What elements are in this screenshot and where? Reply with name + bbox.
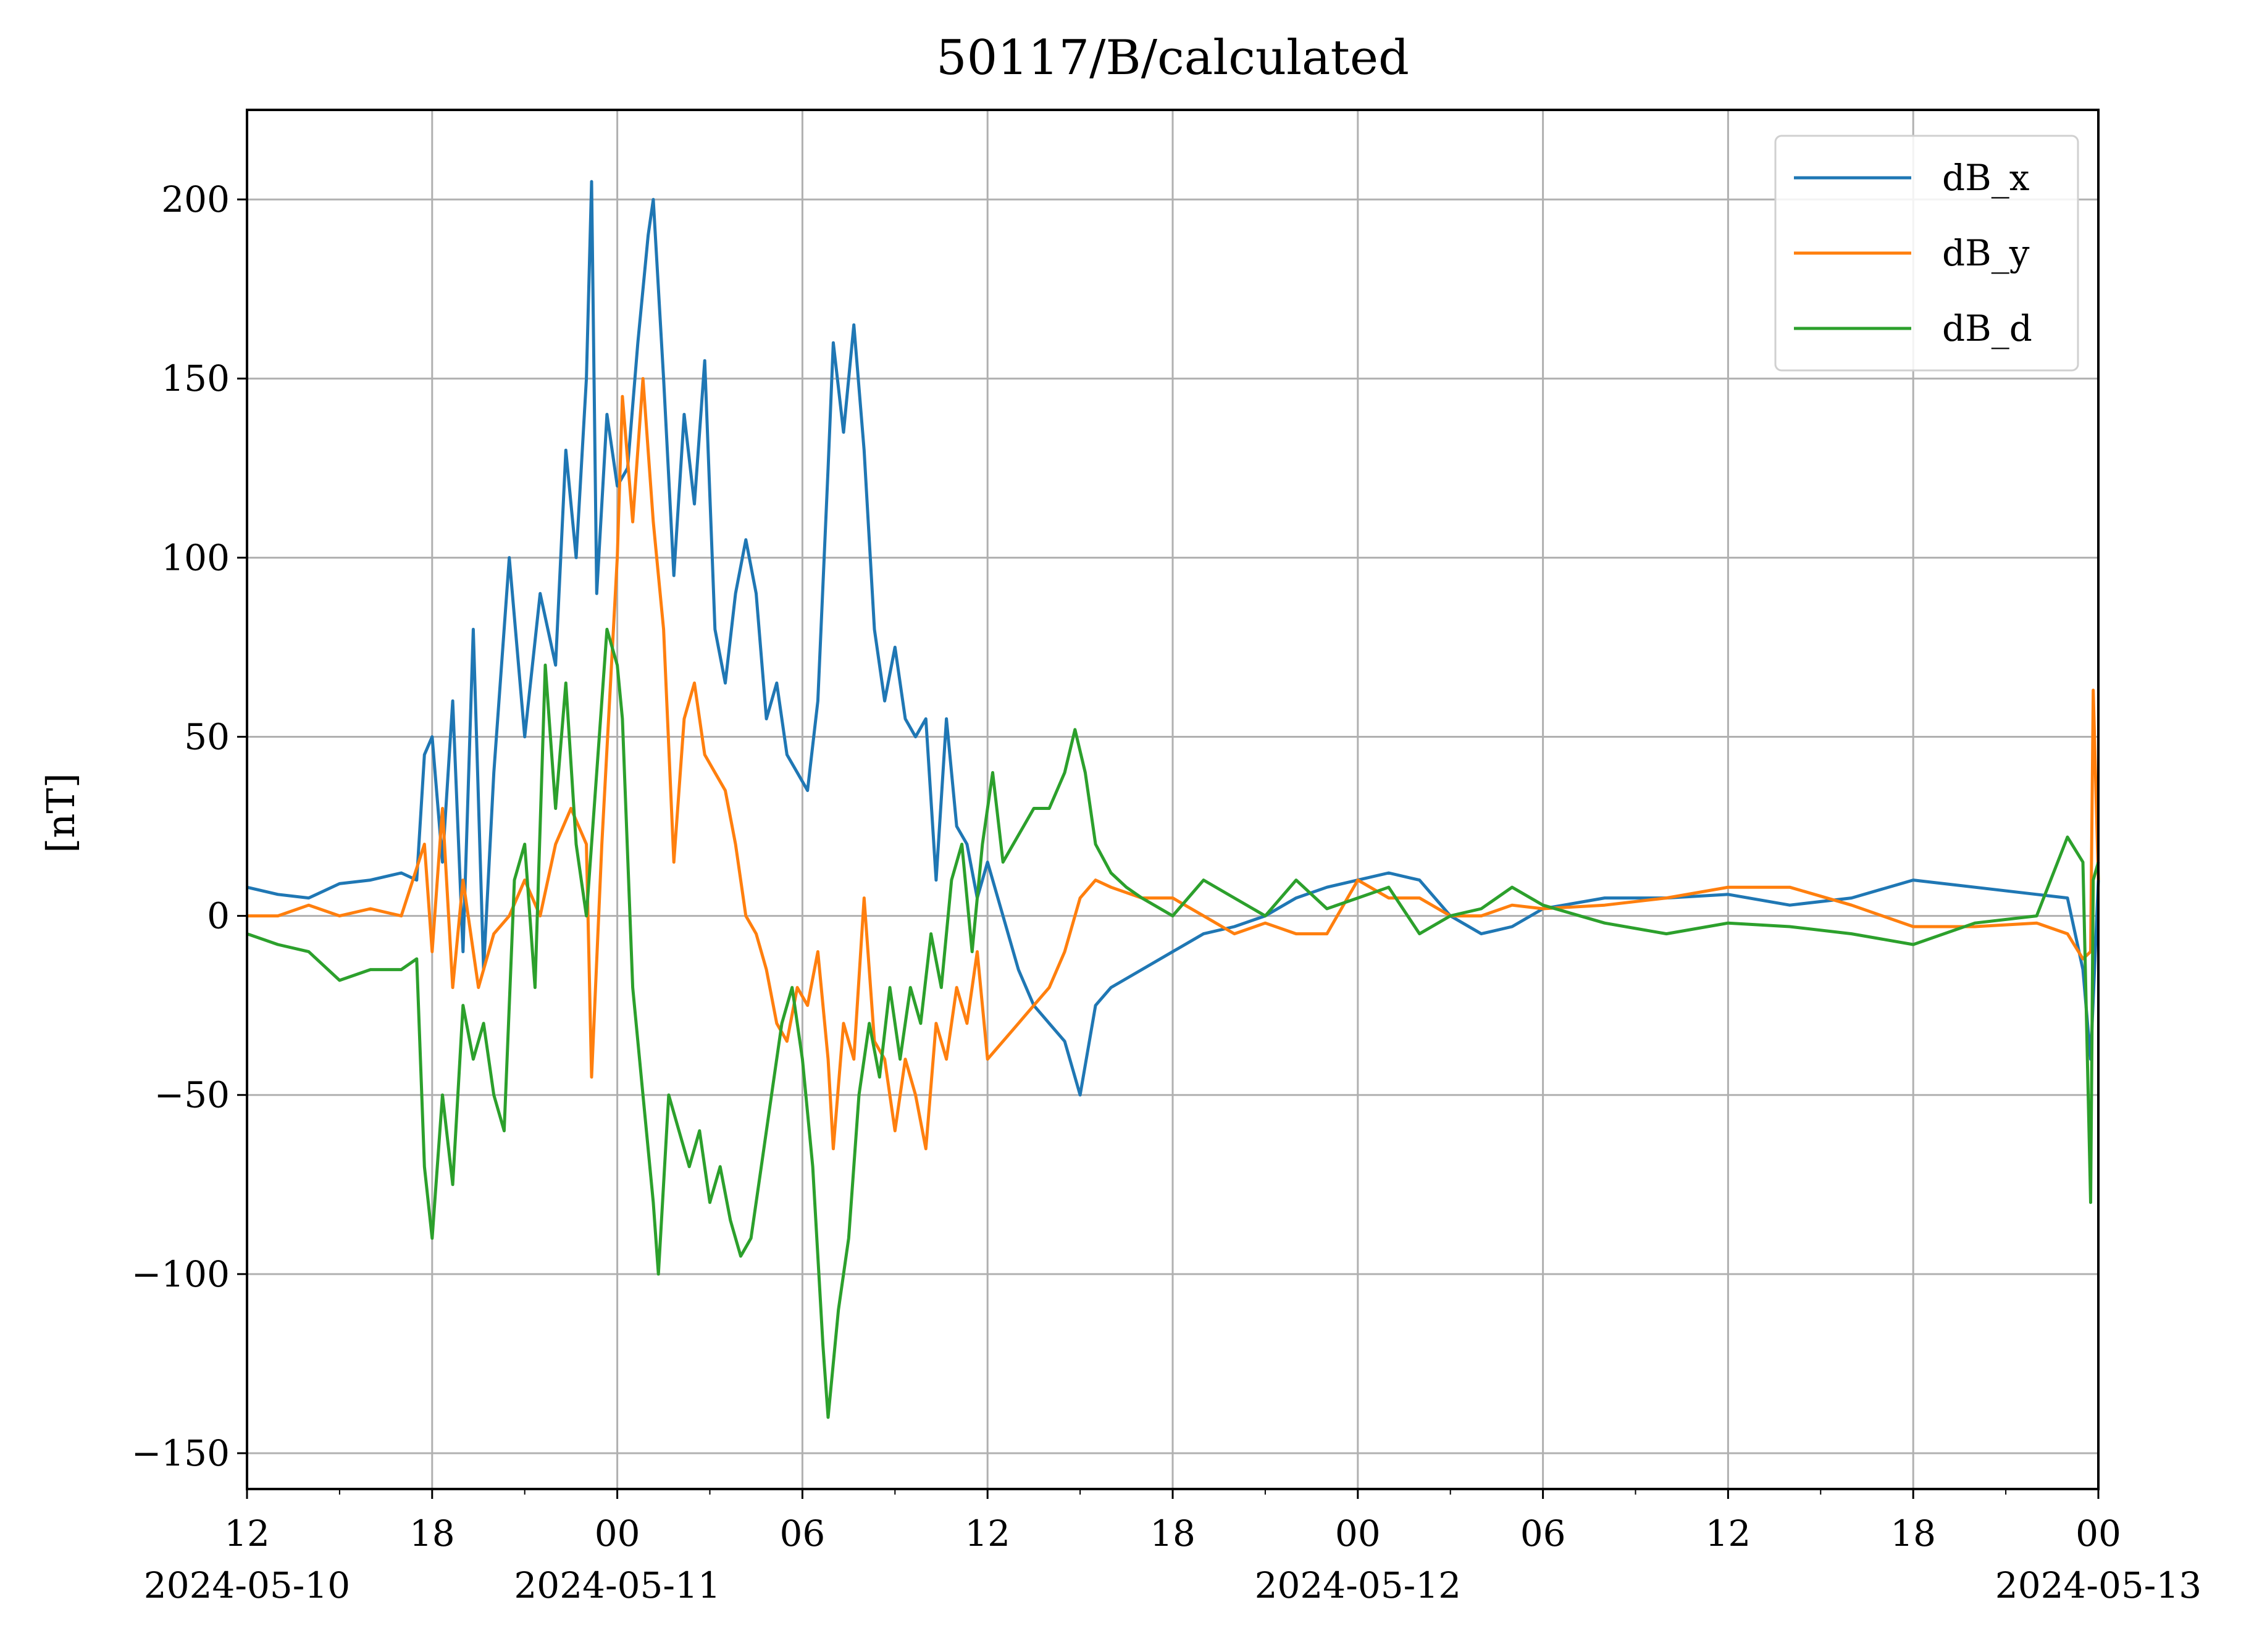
x-tick-date-label: 2024-05-13 (1995, 1564, 2201, 1606)
x-tick-label: 12 (224, 1512, 270, 1554)
x-tick-label: 12 (1705, 1512, 1751, 1554)
plot-frame (246, 109, 2100, 1490)
y-tick-label: 0 (207, 895, 230, 937)
y-tick-label: 150 (161, 357, 230, 399)
y-axis-label: [nT] (38, 773, 83, 853)
y-axis: 200 150 100 50 0 −50 −100 −150 (132, 178, 247, 1474)
legend-box (1774, 135, 2079, 372)
x-tick-date-label: 2024-05-12 (1255, 1564, 1461, 1606)
y-tick-label: 50 (184, 715, 230, 757)
y-tick-label: −150 (132, 1432, 230, 1474)
x-tick-label: 06 (1520, 1512, 1566, 1554)
series-line-db-d (246, 627, 2100, 1419)
legend: dB_x dB_y dB_d (1774, 135, 2079, 372)
x-tick-date-label: 2024-05-11 (514, 1564, 720, 1606)
chart-title: 50117/B/calculated (936, 30, 1409, 86)
y-tick-label: 100 (161, 536, 230, 578)
x-tick-label: 00 (1335, 1512, 1381, 1554)
x-tick-label: 12 (965, 1512, 1010, 1554)
x-tick-label: 18 (1150, 1512, 1196, 1554)
x-tick-label: 00 (595, 1512, 640, 1554)
legend-label: dB_d (1942, 307, 2032, 349)
series-line-db-x (246, 180, 2100, 1097)
x-tick-label: 18 (409, 1512, 455, 1554)
legend-label: dB_x (1942, 157, 2029, 199)
series-lines (246, 180, 2100, 1419)
x-tick-label: 18 (1890, 1512, 1936, 1554)
x-tick-label: 00 (2076, 1512, 2121, 1554)
x-tick-date-label: 2024-05-10 (144, 1564, 350, 1606)
y-tick-label: −50 (154, 1074, 230, 1116)
y-tick-label: −100 (132, 1253, 230, 1295)
series-line-db-y (247, 377, 2100, 1151)
x-axis: 12 2024-05-10 18 00 2024-05-11 06 12 18 00 2024-0… (144, 1489, 2201, 1606)
x-tick-label: 06 (779, 1512, 825, 1554)
legend-label: dB_y (1942, 232, 2030, 274)
y-tick-label: 200 (161, 178, 230, 220)
